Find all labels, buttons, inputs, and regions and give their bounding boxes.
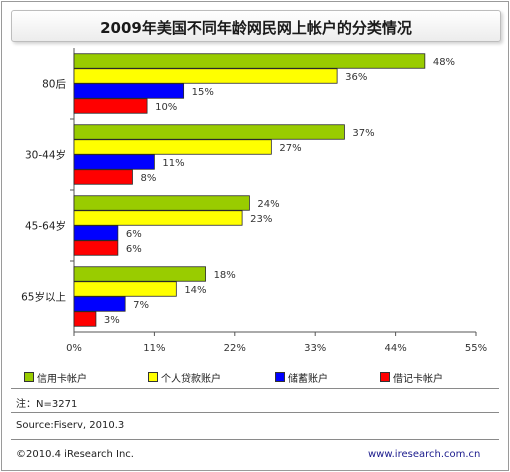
- bar-value-label: 14%: [184, 285, 206, 296]
- bar: [73, 210, 243, 226]
- bar: [73, 53, 426, 69]
- legend-swatch: [380, 372, 390, 382]
- x-tick-label: 55%: [465, 343, 487, 354]
- bar-value-label: 37%: [352, 128, 374, 139]
- category-label: 30-44岁: [25, 149, 66, 162]
- bar-value-label: 23%: [250, 214, 272, 225]
- bar-value-label: 11%: [162, 158, 184, 169]
- legend-label: 储蓄账户: [288, 374, 328, 385]
- category-label: 45-64岁: [25, 220, 66, 233]
- sample-note: 注：N=3271: [16, 399, 78, 410]
- x-tick-label: 33%: [304, 343, 326, 354]
- bar: [73, 154, 155, 170]
- source-separator: [11, 439, 499, 440]
- x-tick-label: 44%: [384, 343, 406, 354]
- note-separator: [11, 412, 499, 413]
- bar: [73, 240, 119, 256]
- website-link[interactable]: www.iresearch.com.cn: [368, 449, 481, 460]
- chart-title: 2009年美国不同年龄网民网上帐户的分类情况: [100, 19, 412, 37]
- bar-value-label: 6%: [126, 229, 142, 240]
- bar: [73, 311, 97, 327]
- bar-value-label: 3%: [104, 315, 120, 326]
- legend-swatch: [24, 372, 34, 382]
- x-tick-label: 22%: [224, 343, 246, 354]
- bar-value-label: 36%: [345, 72, 367, 83]
- bar: [73, 124, 345, 140]
- bar-value-label: 18%: [214, 270, 236, 281]
- legend-swatch: [148, 372, 158, 382]
- legend-separator: [11, 388, 499, 389]
- bar: [73, 68, 338, 84]
- bar: [73, 266, 206, 282]
- bar-value-label: 6%: [126, 244, 142, 255]
- bar: [73, 169, 133, 185]
- bar-value-label: 15%: [192, 87, 214, 98]
- bar-value-label: 7%: [133, 300, 149, 311]
- x-tick-label: 0%: [66, 343, 82, 354]
- bar-value-label: 24%: [257, 199, 279, 210]
- legend-label: 个人贷款账户: [161, 374, 221, 385]
- legend-swatch: [275, 372, 285, 382]
- x-tick-label: 11%: [143, 343, 165, 354]
- bar-value-label: 27%: [279, 143, 301, 154]
- legend-label: 借记卡帐户: [393, 374, 443, 385]
- bar-value-label: 10%: [155, 102, 177, 113]
- title-bar: 2009年美国不同年龄网民网上帐户的分类情况: [11, 10, 501, 42]
- bar: [73, 296, 126, 312]
- bar-value-label: 8%: [140, 173, 156, 184]
- bar: [73, 139, 272, 155]
- copyright-text: ©2010.4 iResearch Inc.: [16, 449, 134, 460]
- category-label: 80后: [42, 79, 66, 91]
- bar: [73, 225, 119, 241]
- bar: [73, 281, 177, 297]
- bar-value-label: 48%: [433, 57, 455, 68]
- legend-label: 信用卡帐户: [37, 374, 87, 385]
- bar: [73, 195, 250, 211]
- category-label: 65岁以上: [21, 291, 66, 304]
- bar: [73, 83, 185, 99]
- bar: [73, 98, 148, 114]
- source-note: Source:Fiserv, 2010.3: [16, 420, 125, 431]
